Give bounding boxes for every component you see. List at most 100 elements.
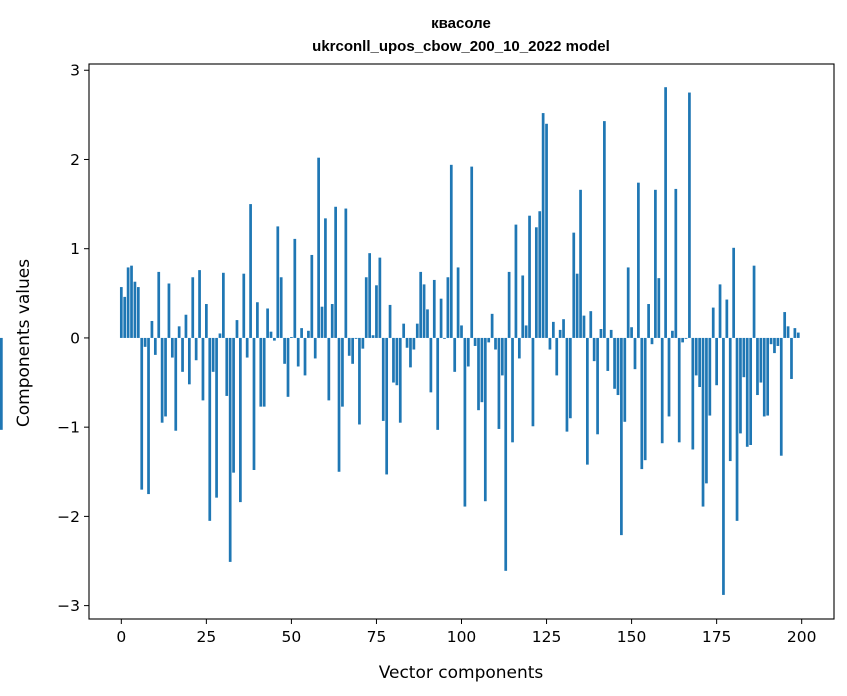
bar-12	[160, 337, 164, 423]
bar-14	[167, 283, 171, 338]
bar-107	[483, 337, 487, 502]
bars-group	[0, 87, 800, 595]
bar-65	[341, 337, 344, 407]
bar-194	[779, 337, 783, 456]
bar-60	[324, 218, 327, 338]
bar-120	[528, 215, 531, 338]
bar-193	[776, 337, 780, 346]
bar-158	[657, 278, 661, 338]
bar-160	[664, 87, 667, 338]
bar-68	[351, 337, 354, 364]
bar-163	[674, 188, 678, 338]
bar-165	[681, 337, 684, 343]
bar-110	[494, 337, 497, 350]
plot-frame	[88, 63, 835, 620]
bar-138	[589, 311, 593, 338]
bar-58	[317, 157, 320, 338]
bar-157	[654, 189, 657, 338]
bar-2	[126, 267, 130, 338]
bar-134	[575, 273, 579, 338]
bar-167	[688, 92, 691, 338]
bar-146	[616, 337, 620, 396]
bar-80	[392, 337, 395, 383]
bar-140	[596, 337, 599, 435]
chart-subtitle: ukrconll_upos_cbow_200_10_2022 model	[312, 38, 610, 55]
bar-109	[490, 313, 494, 338]
y-axis-label: Components values	[14, 259, 34, 427]
bar-38	[249, 204, 252, 338]
bar-56	[310, 254, 314, 338]
bar-103	[470, 166, 474, 338]
bar-154	[643, 337, 647, 461]
bar-187	[756, 337, 759, 396]
bar-116	[514, 224, 518, 338]
bar-32	[228, 337, 232, 562]
bar-102	[466, 337, 470, 367]
bar-139	[592, 337, 596, 362]
bar-undefined	[0, 337, 3, 430]
bar-136	[582, 315, 586, 338]
bar-117	[517, 337, 521, 359]
bar-64	[337, 337, 341, 472]
bar-123	[538, 211, 542, 338]
bar-82	[398, 337, 402, 423]
bar-66	[344, 208, 348, 338]
bar-161	[667, 337, 671, 417]
y-tick-label: 3	[70, 62, 80, 80]
bar-105	[477, 337, 480, 411]
bar-34	[235, 320, 239, 338]
bar-53	[300, 328, 303, 338]
bar-142	[603, 121, 606, 338]
bar-99	[456, 267, 460, 338]
bar-153	[640, 337, 644, 470]
bar-89	[422, 284, 426, 338]
x-tick-label: 50	[282, 628, 302, 646]
y-tick-label: 2	[70, 151, 80, 169]
bar-37	[245, 337, 249, 358]
bar-147	[620, 337, 623, 536]
y-axis-ticks: −3 −2 −1 0 1 2 3	[57, 62, 89, 615]
bar-174	[711, 307, 715, 338]
bar-51	[293, 238, 297, 338]
bar-91	[429, 337, 433, 393]
bar-28	[215, 337, 218, 498]
bar-108	[487, 337, 491, 343]
bar-33	[232, 337, 235, 473]
bar-21	[191, 277, 195, 338]
bar-86	[412, 337, 416, 350]
bar-95	[443, 337, 446, 339]
y-tick-label: −2	[57, 508, 80, 526]
bar-3	[130, 265, 133, 338]
x-tick-label: 200	[787, 628, 817, 646]
bar-55	[307, 330, 310, 338]
bar-20	[187, 337, 191, 385]
bar-170	[698, 337, 701, 388]
bar-113	[504, 337, 508, 571]
bar-42	[262, 337, 266, 407]
bar-135	[579, 189, 582, 338]
bar-93	[436, 337, 440, 430]
bar-176	[718, 284, 722, 338]
bar-4	[133, 281, 137, 338]
bar-195	[783, 312, 787, 338]
bar-10	[153, 337, 157, 355]
bar-17	[177, 326, 181, 338]
bar-119	[524, 325, 528, 338]
bar-63	[334, 206, 337, 338]
bar-15	[170, 337, 174, 358]
bar-13	[164, 337, 167, 417]
bar-192	[773, 337, 776, 354]
bar-26	[208, 337, 212, 521]
bar-23	[198, 270, 201, 338]
bar-49	[286, 337, 290, 397]
bar-156	[650, 337, 654, 345]
bar-114	[507, 271, 511, 338]
y-tick-label: −1	[57, 419, 80, 437]
bar-171	[701, 337, 705, 507]
bar-7	[143, 337, 147, 347]
bar-172	[705, 337, 708, 484]
bar-150	[630, 327, 633, 338]
bar-179	[728, 337, 732, 462]
bar-81	[395, 337, 399, 386]
